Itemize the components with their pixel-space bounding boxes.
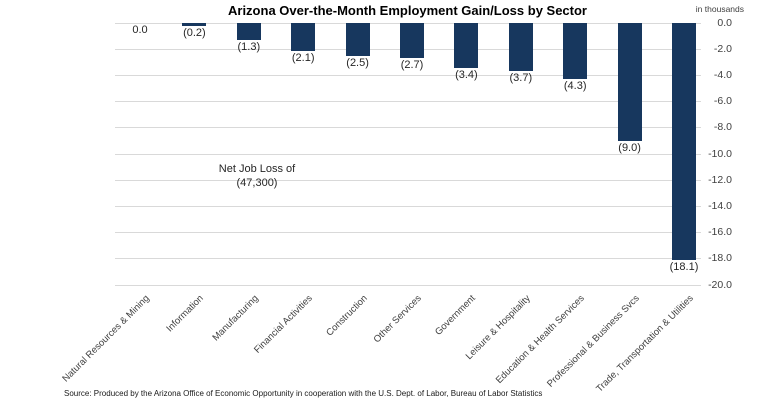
category-label: Construction — [323, 293, 370, 339]
category-label: Leisure & Hospitality — [463, 293, 533, 363]
gridline — [115, 232, 701, 234]
net-job-loss-annotation: Net Job Loss of (47,300) — [157, 162, 357, 190]
gridline — [115, 74, 701, 76]
axis-unit-label: in thousands — [695, 4, 744, 14]
bar — [236, 23, 261, 41]
y-axis-tick-label: -20.0 — [708, 278, 732, 291]
y-axis-tick-label: 0.0 — [717, 16, 732, 29]
bar — [563, 23, 588, 80]
bar-value-label: 0.0 — [132, 24, 148, 36]
chart-title: Arizona Over-the-Month Employment Gain/L… — [228, 3, 587, 18]
bar-value-label: (18.1) — [669, 261, 699, 274]
y-axis-tick-label: -8.0 — [713, 121, 732, 134]
bar — [672, 23, 696, 261]
y-axis-tick-label: -18.0 — [708, 252, 732, 265]
gridline — [115, 284, 701, 286]
source-note: Source: Produced by the Arizona Office o… — [64, 389, 543, 398]
bar-value-label: (2.5) — [346, 56, 369, 69]
bar-value-label: (2.7) — [400, 59, 424, 72]
y-axis-tick-label: -4.0 — [713, 68, 732, 81]
gridline — [115, 179, 701, 181]
category-label: Manufacturing — [210, 293, 261, 344]
bar — [182, 23, 207, 26]
bar — [400, 23, 424, 59]
y-axis-tick-label: -16.0 — [708, 226, 732, 239]
category-label: Trade, Transportation & Utilities — [594, 293, 696, 395]
bar-value-label: (1.3) — [237, 41, 261, 54]
gridline — [115, 153, 701, 155]
bar-value-label: (3.7) — [509, 72, 533, 85]
bar-value-label: (9.0) — [618, 141, 641, 154]
category-label: Information — [164, 293, 207, 335]
bar — [291, 23, 316, 51]
y-axis-tick-label: -2.0 — [713, 42, 732, 55]
annotation-line2: (47,300) — [236, 177, 278, 189]
bar — [508, 23, 533, 72]
annotation-line1: Net Job Loss of — [218, 163, 296, 175]
category-label: Education & Health Services — [494, 293, 587, 386]
bar — [345, 23, 370, 56]
y-axis-tick-label: -10.0 — [708, 147, 732, 160]
bar-value-label: (0.2) — [183, 26, 206, 39]
y-axis-tick-label: -14.0 — [708, 199, 732, 212]
gridline — [115, 258, 701, 260]
y-axis-tick-label: -12.0 — [708, 173, 732, 186]
gridline — [115, 101, 701, 103]
bar — [454, 23, 479, 68]
gridline — [115, 127, 701, 129]
category-label: Government — [433, 293, 479, 338]
gridline — [115, 205, 701, 207]
bar — [617, 23, 642, 141]
category-label: Financial Activities — [252, 293, 315, 356]
bar-value-label: (3.4) — [455, 68, 478, 81]
bar-value-label: (4.3) — [563, 80, 587, 93]
category-label: Professional & Business Svcs — [544, 293, 642, 390]
bar-value-label: (2.1) — [291, 51, 315, 64]
y-axis-tick-label: -6.0 — [713, 95, 732, 108]
